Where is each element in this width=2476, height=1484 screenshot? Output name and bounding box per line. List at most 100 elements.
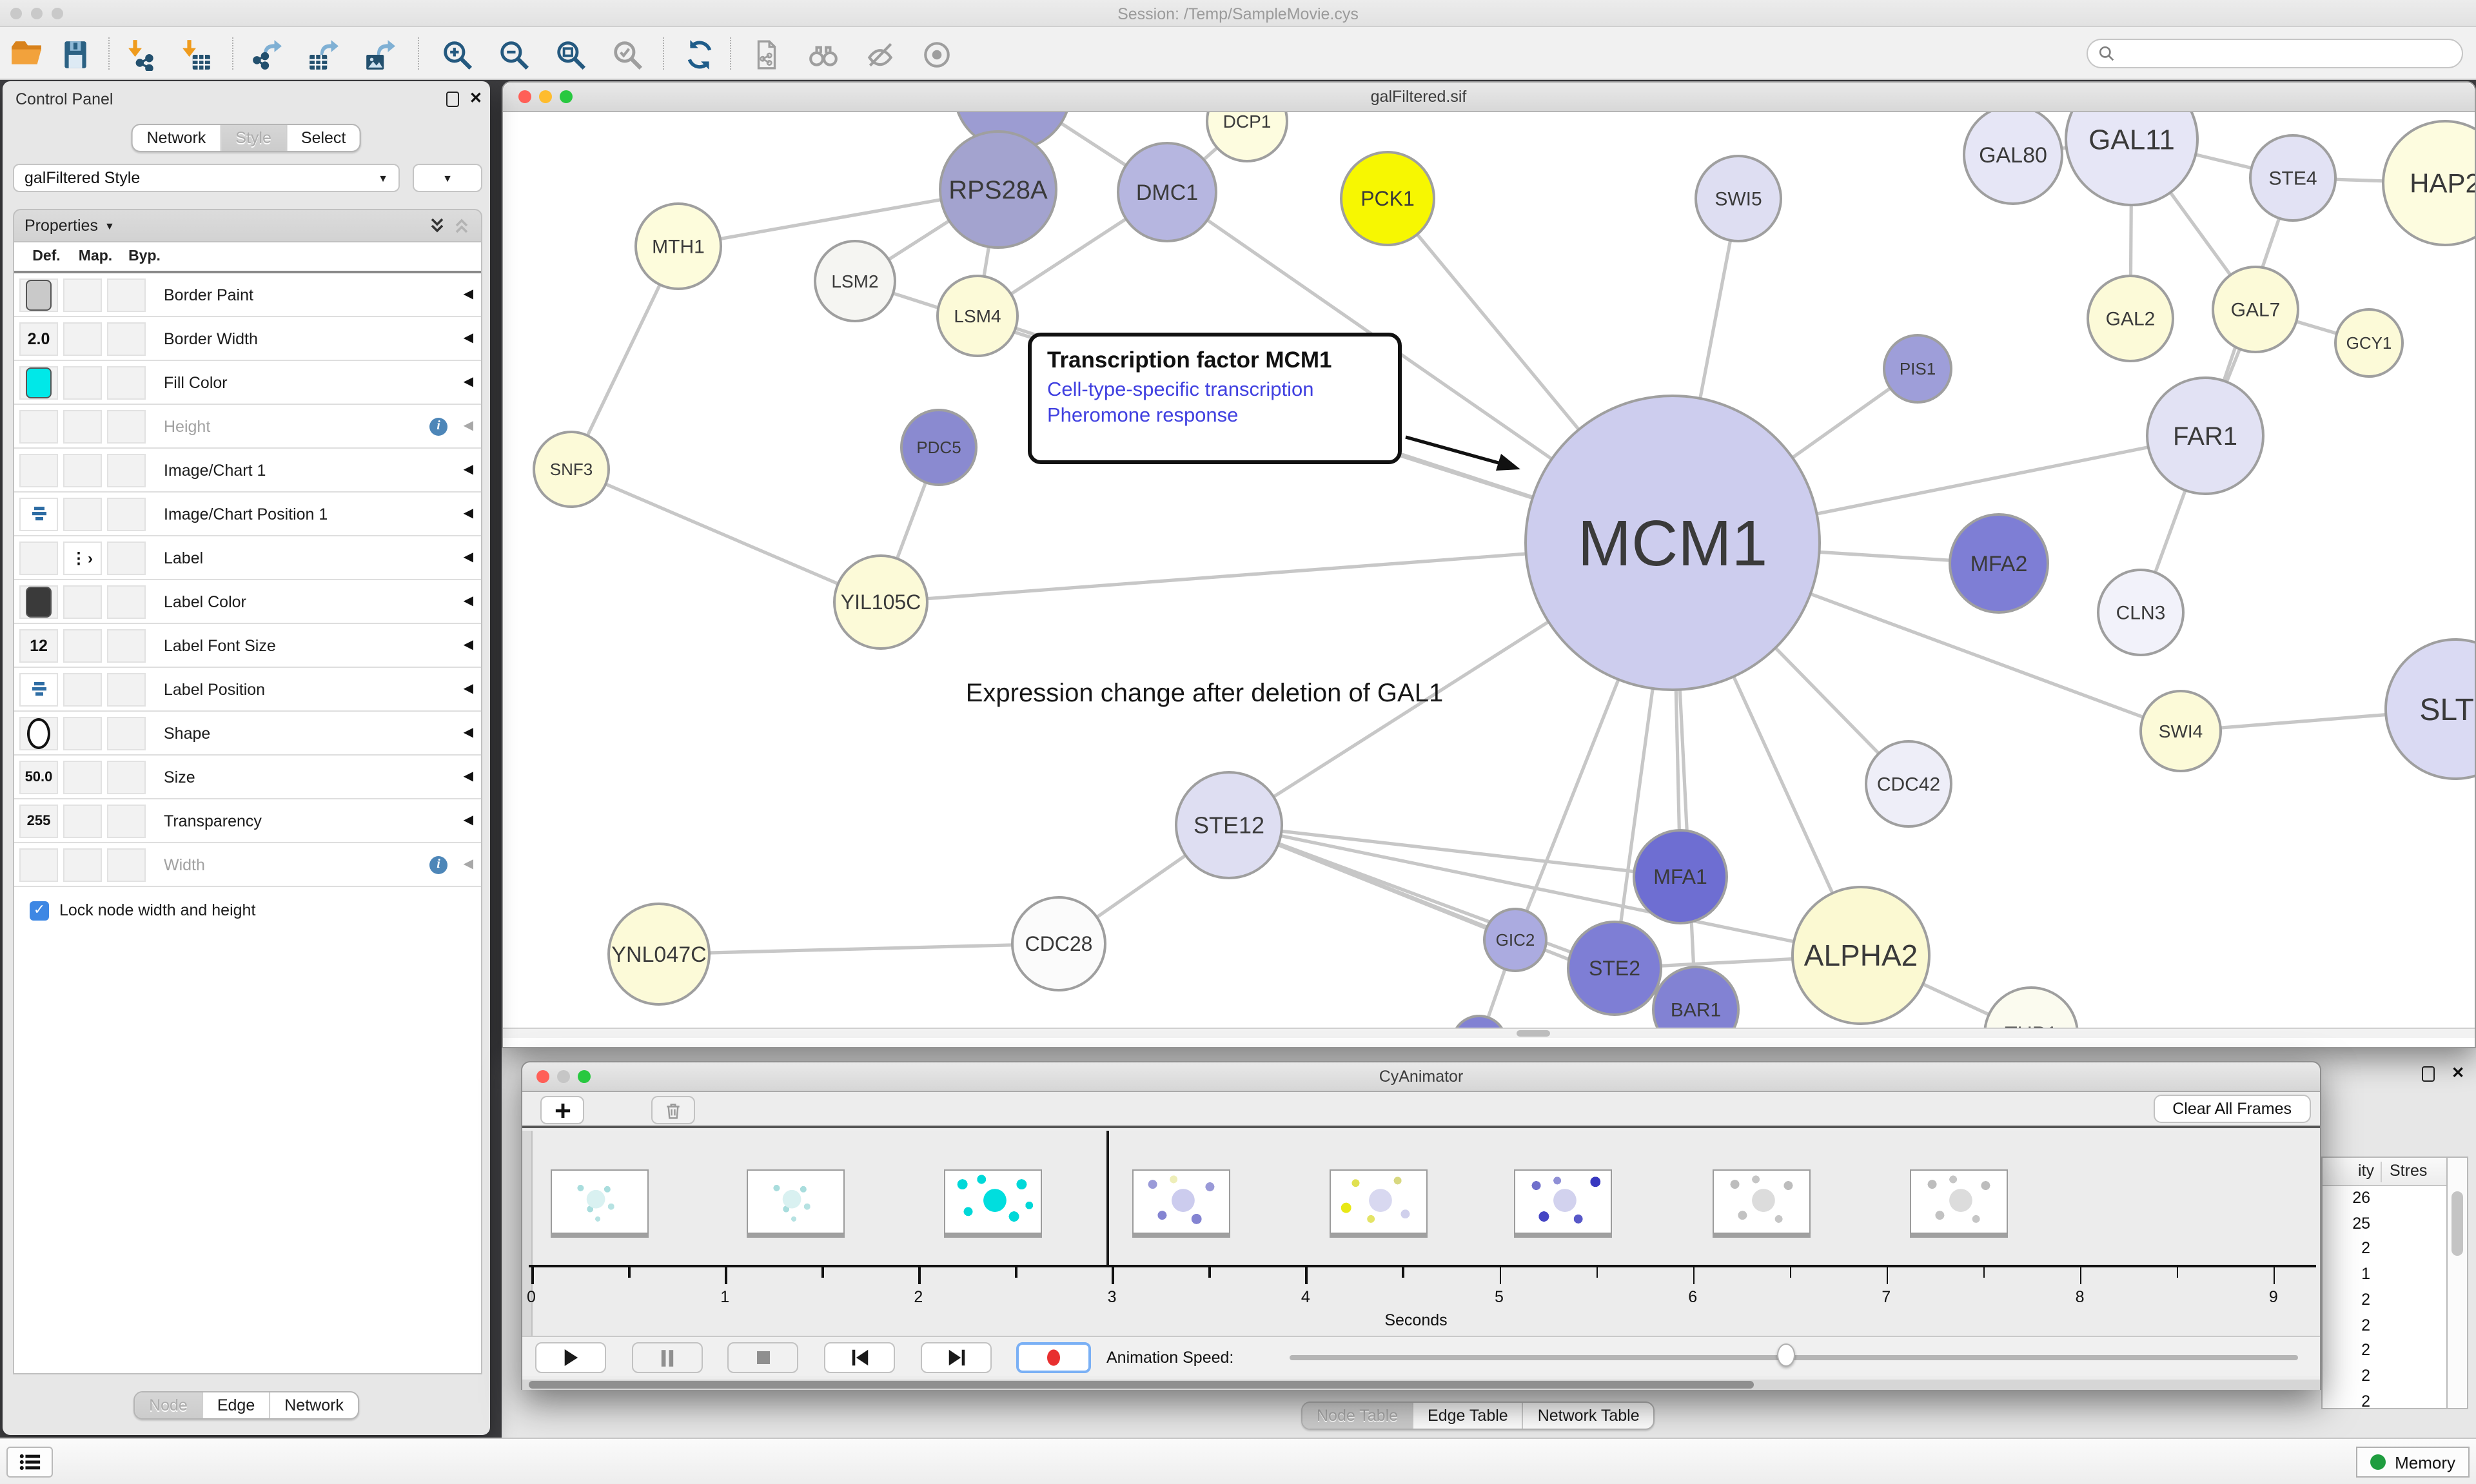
tab-node-table[interactable]: Node Table <box>1302 1403 1413 1429</box>
maximize-window-icon[interactable] <box>52 8 63 19</box>
mapping-cell[interactable]: ⋮› <box>63 541 102 574</box>
edge-STE12-ALPHA2[interactable] <box>1228 823 1862 957</box>
tab-network[interactable]: Network <box>146 129 206 147</box>
slider-thumb[interactable] <box>1777 1343 1795 1367</box>
node-STE4[interactable] <box>2249 134 2337 222</box>
property-row-image-chart-position-1[interactable]: Image/Chart Position 1 ◀ <box>14 493 481 536</box>
cyanimator-titlebar[interactable]: CyAnimator <box>522 1062 2320 1092</box>
skip-to-start-button[interactable] <box>824 1342 895 1373</box>
default-value-cell[interactable]: 255 <box>19 804 58 837</box>
frame-thumbnail-0[interactable] <box>551 1169 649 1234</box>
node-FAR1[interactable] <box>2146 376 2265 495</box>
column-divider[interactable] <box>2381 1162 2382 1182</box>
node-YNL047C[interactable] <box>607 903 711 1006</box>
minimize-window-icon[interactable] <box>557 1070 570 1083</box>
search-input[interactable] <box>2121 44 2451 63</box>
export-image-icon[interactable] <box>359 34 400 75</box>
node-LSM2[interactable] <box>814 240 896 322</box>
column-header[interactable]: Stres <box>2390 1162 2428 1180</box>
node-CDC42[interactable] <box>1865 740 1952 828</box>
expand-arrow-icon[interactable]: ◀ <box>463 682 473 696</box>
node-CDC28[interactable] <box>1011 896 1106 991</box>
property-row-border-paint[interactable]: Border Paint ◀ <box>14 273 481 317</box>
table-cell[interactable]: 2 <box>2361 1239 2370 1258</box>
node-MCM1[interactable] <box>1524 395 1821 691</box>
timeline-playhead[interactable] <box>1106 1131 1108 1265</box>
node-RPS28A[interactable] <box>939 130 1057 249</box>
skip-to-end-button[interactable] <box>921 1342 992 1373</box>
open-session-icon[interactable] <box>5 34 46 75</box>
node-YIL105C[interactable] <box>833 554 928 650</box>
column-header[interactable]: ity <box>2358 1162 2374 1180</box>
frame-thumbnail-1[interactable] <box>747 1169 845 1234</box>
tab-node[interactable]: Node <box>135 1392 202 1418</box>
node-PCK1[interactable] <box>1340 151 1435 246</box>
node-SNF3[interactable] <box>533 431 610 508</box>
float-panel-icon[interactable] <box>2422 1066 2435 1082</box>
frame-thumbnail-7[interactable] <box>1910 1169 2008 1234</box>
delete-frame-button[interactable] <box>651 1096 695 1124</box>
node-HAP2[interactable] <box>2382 120 2475 246</box>
hide-details-icon[interactable] <box>859 34 900 75</box>
clone-network-icon[interactable] <box>745 34 787 75</box>
zoom-in-icon[interactable] <box>436 34 477 75</box>
property-row-label-position[interactable]: Label Position ◀ <box>14 668 481 712</box>
frame-thumbnail-4[interactable] <box>1330 1169 1428 1234</box>
node-STE12[interactable] <box>1175 771 1283 879</box>
zoom-fit-icon[interactable] <box>549 34 591 75</box>
close-window-icon[interactable] <box>518 90 531 103</box>
expand-arrow-icon[interactable]: ◀ <box>463 726 473 740</box>
maximize-window-icon[interactable] <box>560 90 573 103</box>
property-row-fill-color[interactable]: Fill Color ◀ <box>14 361 481 405</box>
node-DCP1[interactable] <box>1206 112 1288 162</box>
search-binoculars-icon[interactable] <box>802 34 843 75</box>
property-row-height[interactable]: Height i ◀ <box>14 405 481 449</box>
node-PIS1[interactable] <box>1883 334 1952 404</box>
style-selector[interactable]: galFiltered Style ▼ <box>13 164 400 192</box>
node-ALPHA2[interactable] <box>1791 886 1931 1025</box>
table-cell[interactable]: 25 <box>2352 1214 2370 1233</box>
tab-edge[interactable]: Edge <box>201 1392 269 1418</box>
node-GAL7[interactable] <box>2212 266 2299 353</box>
expand-all-icon[interactable] <box>428 217 446 235</box>
network-hscrollbar[interactable] <box>503 1028 2475 1038</box>
import-network-icon[interactable] <box>121 34 162 75</box>
frame-thumbnail-5[interactable] <box>1514 1169 1612 1234</box>
close-window-icon[interactable] <box>10 8 22 19</box>
close-panel-icon[interactable]: ✕ <box>2451 1064 2465 1082</box>
default-value-cell[interactable] <box>19 278 58 311</box>
save-session-icon[interactable] <box>54 34 95 75</box>
expand-arrow-icon[interactable]: ◀ <box>463 507 473 521</box>
show-details-icon[interactable] <box>916 34 957 75</box>
minimize-window-icon[interactable] <box>31 8 43 19</box>
search-field[interactable] <box>2087 39 2463 68</box>
zoom-out-icon[interactable] <box>493 34 534 75</box>
expand-arrow-icon[interactable]: ◀ <box>463 638 473 652</box>
property-row-size[interactable]: 50.0 Size ◀ <box>14 756 481 799</box>
edge-SNF3-YIL105C[interactable] <box>570 467 882 604</box>
export-table-icon[interactable] <box>302 34 343 75</box>
table-cell[interactable]: 2 <box>2361 1341 2370 1360</box>
info-icon[interactable]: i <box>429 855 447 874</box>
tab-style[interactable]: Style <box>220 125 286 151</box>
minimize-window-icon[interactable] <box>539 90 552 103</box>
collapse-all-icon[interactable] <box>453 217 471 235</box>
expand-arrow-icon[interactable]: ◀ <box>463 375 473 389</box>
expand-arrow-icon[interactable]: ◀ <box>463 288 473 302</box>
expand-arrow-icon[interactable]: ◀ <box>463 594 473 609</box>
default-value-cell[interactable] <box>19 672 58 706</box>
network-canvas[interactable]: RPS28A DMC1 DCP1 PCK1 SWI5 GAL80 GAL11 STE4 HAP2… <box>503 112 2475 1038</box>
cyanimator-timeline[interactable]: 0 1 2 3 4 5 6 7 8 9 Seconds <box>522 1131 2320 1336</box>
node-GAL80[interactable] <box>1963 112 2063 205</box>
node-SLT2[interactable] <box>2384 638 2475 780</box>
tab-edge-table[interactable]: Edge Table <box>1412 1403 1522 1429</box>
lock-checkbox[interactable]: ✓ <box>30 901 49 920</box>
tab-network-table[interactable]: Network Table <box>1522 1403 1654 1429</box>
style-options-button[interactable]: ▼ <box>413 164 482 192</box>
default-value-cell[interactable]: 12 <box>19 629 58 662</box>
pause-button[interactable] <box>632 1342 703 1373</box>
table-cell[interactable]: 2 <box>2361 1290 2370 1309</box>
properties-header[interactable]: Properties ▼ <box>13 209 482 242</box>
node-LSM4[interactable] <box>936 275 1019 357</box>
apply-layout-icon[interactable] <box>678 34 720 75</box>
